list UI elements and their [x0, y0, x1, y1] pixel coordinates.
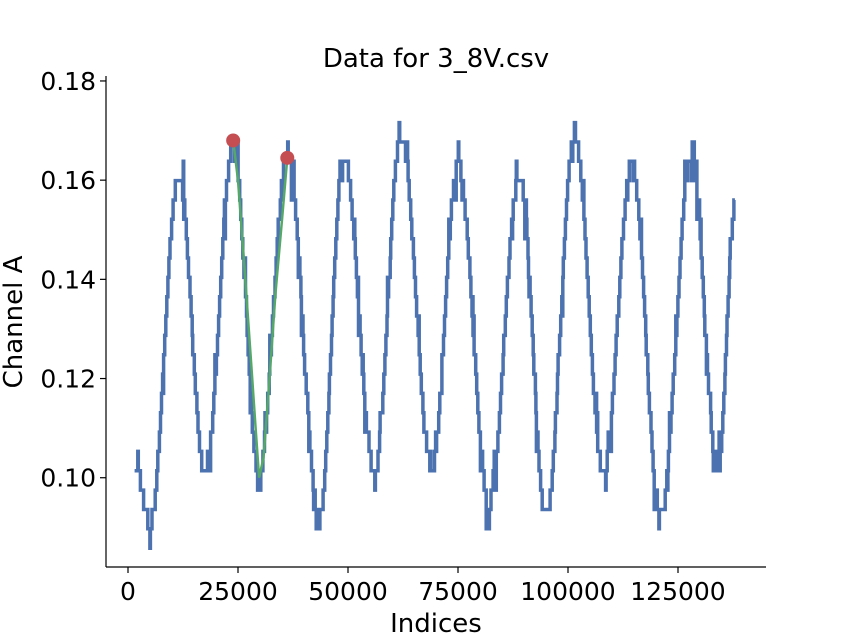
y-tick-label: 0.16 [40, 166, 96, 195]
y-axis-ticks: 0.10 0.12 0.14 0.16 0.18 [40, 67, 106, 493]
x-tick-label: 125000 [630, 577, 725, 606]
chart-title: Data for 3_8V.csv [323, 44, 549, 74]
x-axis-label: Indices [390, 609, 482, 637]
y-tick-label: 0.10 [40, 464, 96, 493]
y-tick-label: 0.12 [40, 365, 96, 394]
plot-area [134, 120, 736, 550]
x-tick-label: 0 [120, 577, 136, 606]
y-axis-label: Channel A [0, 255, 29, 388]
x-axis-ticks: 0 25000 50000 75000 100000 125000 [120, 567, 726, 606]
x-tick-label: 75000 [418, 577, 498, 606]
x-tick-label: 100000 [520, 577, 615, 606]
y-tick-label: 0.18 [40, 67, 96, 96]
series-line-signal [134, 120, 736, 550]
peak-marker [226, 133, 241, 148]
series-line-fit [231, 140, 289, 478]
x-tick-label: 50000 [308, 577, 388, 606]
y-tick-label: 0.14 [40, 265, 96, 294]
peak-marker [280, 150, 295, 165]
x-tick-label: 25000 [198, 577, 278, 606]
